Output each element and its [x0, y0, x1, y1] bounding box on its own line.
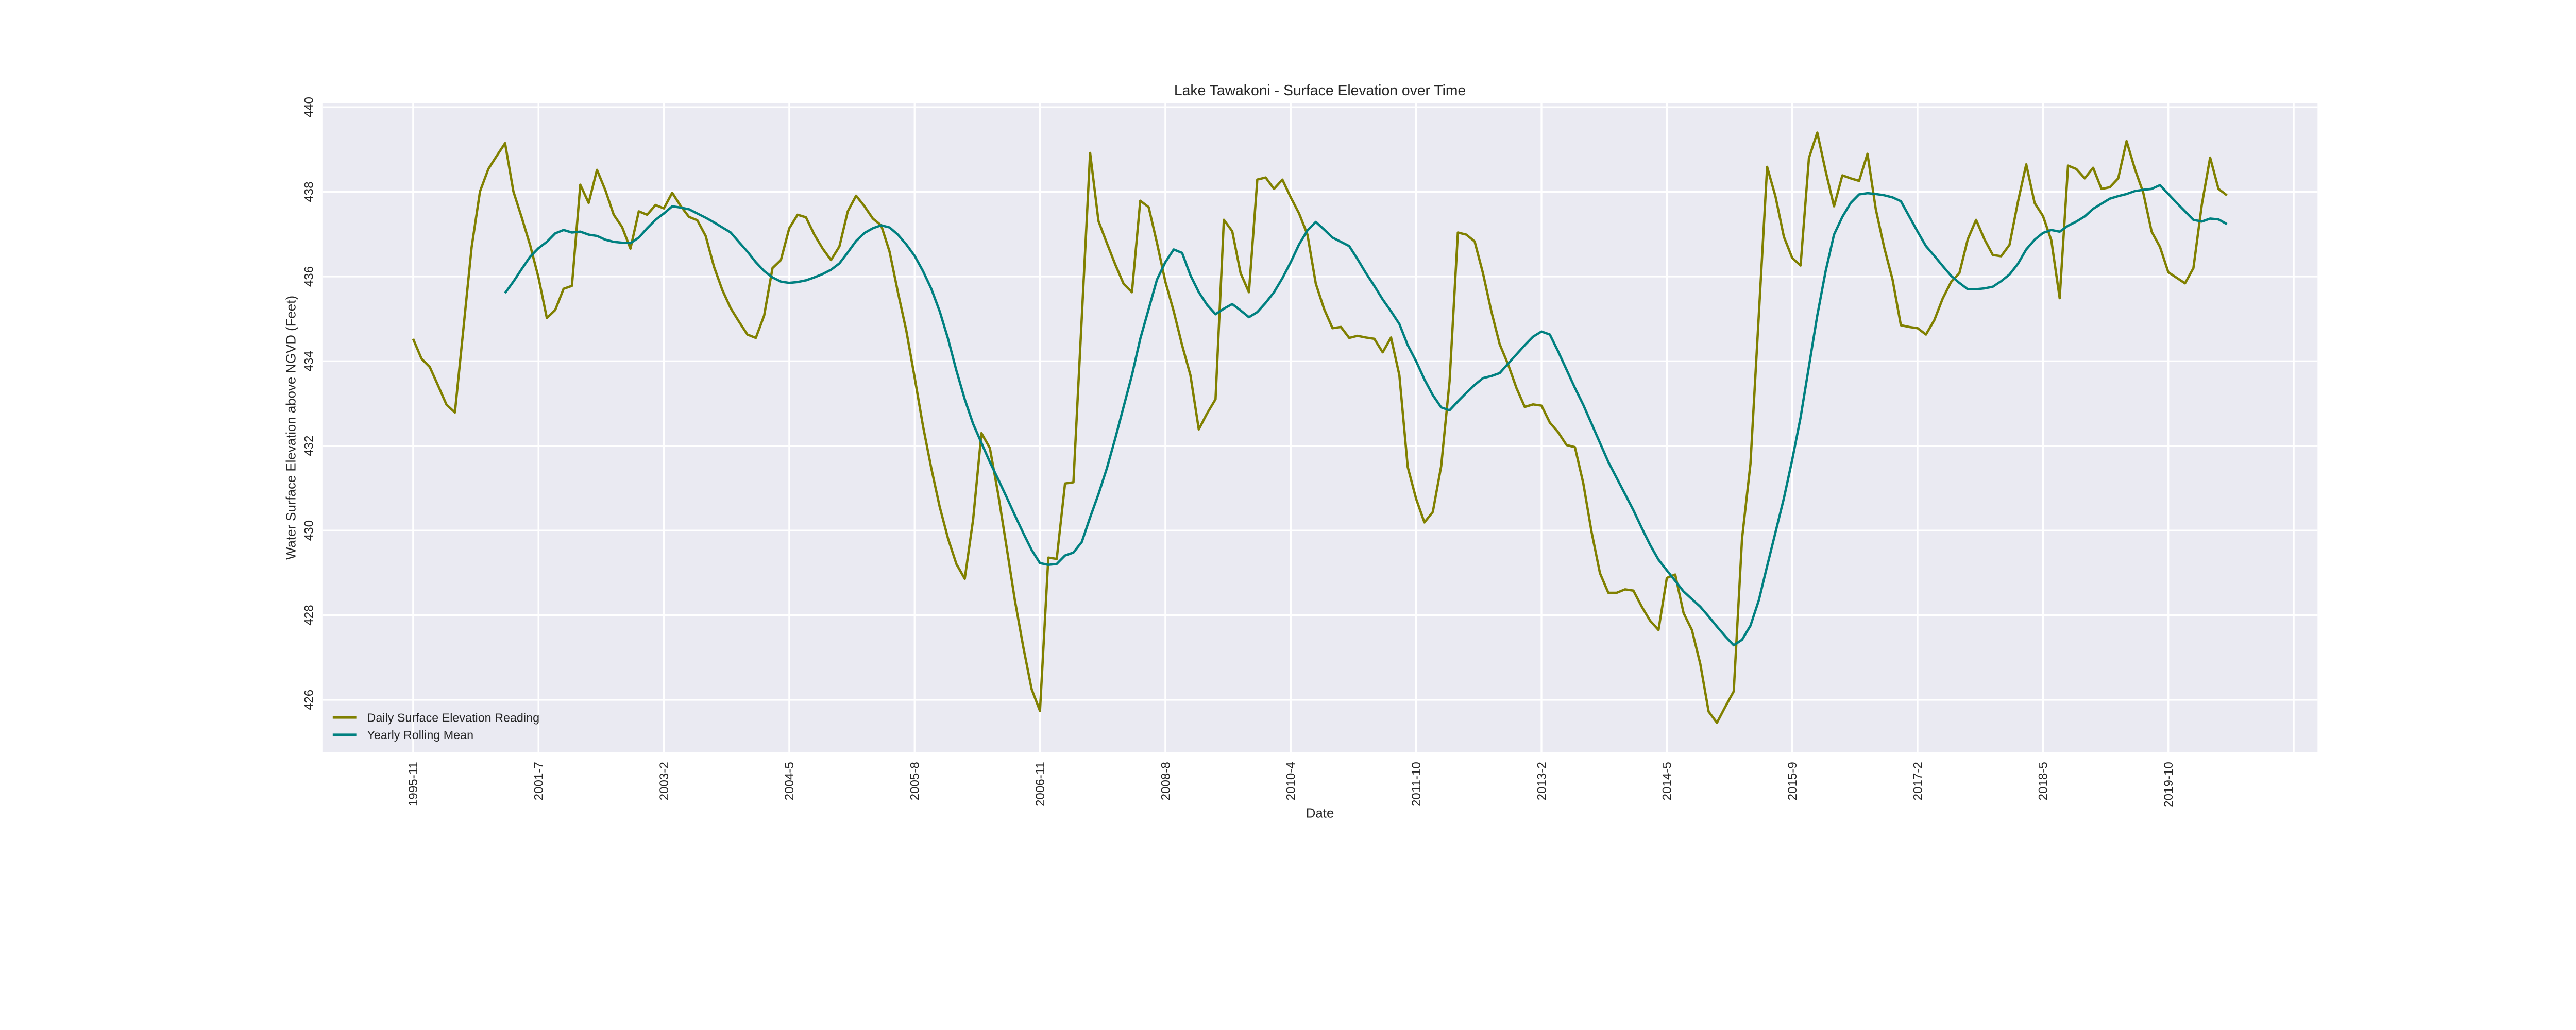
y-tick-label: 430 [302, 520, 316, 541]
chart-title: Lake Tawakoni - Surface Elevation over T… [1174, 82, 1466, 99]
x-tick-label: 2014-5 [1660, 762, 1674, 800]
y-axis-ticks: 426 428 430 432 434 436 438 440 [302, 97, 316, 710]
x-tick-label: 2008-8 [1159, 762, 1173, 800]
y-tick-label: 434 [302, 351, 316, 371]
y-tick-label: 440 [302, 97, 316, 117]
legend: Daily Surface Elevation Reading Yearly R… [332, 711, 539, 742]
y-tick-label: 438 [302, 181, 316, 202]
x-tick-label: 2005-8 [908, 762, 922, 800]
x-axis-label: Date [1306, 806, 1334, 820]
x-tick-label: 2010-4 [1284, 762, 1298, 800]
x-tick-label: 2018-5 [2037, 762, 2050, 800]
x-tick-label: 2004-5 [783, 762, 796, 800]
gridlines [322, 102, 2318, 752]
series-lines [412, 131, 2228, 724]
y-tick-label: 436 [302, 266, 316, 287]
plot-area [322, 102, 2318, 752]
x-tick-label: 2001-7 [532, 762, 546, 800]
x-tick-label: 2006-11 [1033, 762, 1047, 806]
x-tick-label: 2015-9 [1786, 762, 1800, 800]
x-tick-label: 2011-10 [1410, 762, 1423, 806]
y-tick-label: 428 [302, 605, 316, 625]
legend-label-rolling-mean: Yearly Rolling Mean [367, 728, 473, 742]
line-chart: 1995-11 2001-7 2003-2 2004-5 2005-8 2006-11 20… [284, 82, 2318, 820]
y-tick-label: 432 [302, 436, 316, 456]
rolling-mean-line [504, 184, 2228, 647]
y-tick-label: 426 [302, 690, 316, 710]
legend-label-daily: Daily Surface Elevation Reading [367, 711, 539, 725]
x-tick-label: 2017-2 [1911, 762, 1925, 800]
x-tick-label: 2013-2 [1535, 762, 1549, 800]
x-tick-label: 2003-2 [657, 762, 671, 800]
x-axis-ticks: 1995-11 2001-7 2003-2 2004-5 2005-8 2006-11 20… [406, 762, 2176, 808]
daily-reading-line [412, 131, 2228, 724]
x-tick-label: 2019-10 [2162, 762, 2176, 808]
x-tick-label: 1995-11 [406, 762, 420, 806]
y-axis-label: Water Surface Elevation above NGVD (Feet… [284, 296, 298, 560]
